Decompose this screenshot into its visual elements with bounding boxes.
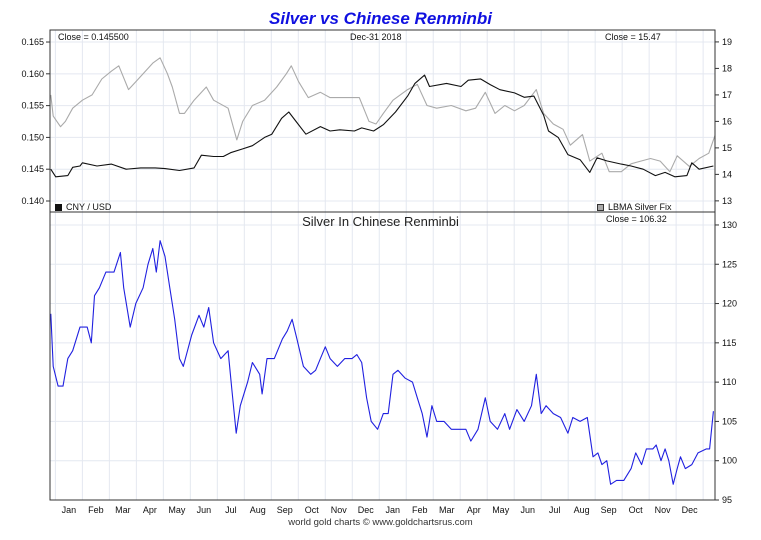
silver-usd-line — [50, 57, 716, 173]
left-axis-tick-label: 0.165 — [21, 37, 44, 47]
legend-silver-label: LBMA Silver Fix — [608, 202, 672, 212]
right-axis-tick-label: 15 — [722, 143, 732, 153]
x-axis-tick-label: Apr — [143, 505, 157, 515]
x-axis-tick-label: Aug — [574, 505, 590, 515]
right-axis-tick-label: 17 — [722, 90, 732, 100]
right-axis-tick-label: 16 — [722, 116, 732, 126]
left-axis-tick-label: 0.150 — [21, 132, 44, 142]
left-axis-tick-label: 0.145 — [21, 164, 44, 174]
left-axis-tick-label: 0.155 — [21, 101, 44, 111]
right-axis-tick-label: 115 — [722, 338, 736, 348]
right-axis-tick-label: 105 — [722, 416, 737, 426]
rmb-close-label: Close = 106.32 — [606, 214, 667, 224]
top-panel-frame — [49, 29, 716, 213]
right-axis-tick-label: 13 — [722, 196, 732, 206]
x-axis-tick-label: Jan — [62, 505, 77, 515]
right-axis-tick-label: 120 — [722, 299, 737, 309]
x-axis-tick-label: Mar — [439, 505, 455, 515]
silver-close-label: Close = 15.47 — [605, 32, 661, 42]
x-axis-tick-label: Sep — [601, 505, 617, 515]
x-axis-tick-label: Dec — [682, 505, 699, 515]
legend-cny: CNY / USD — [55, 202, 111, 212]
x-axis-tick-label: Jun — [520, 505, 535, 515]
x-axis-tick-label: Oct — [305, 505, 320, 515]
lower-panel-title: Silver In Chinese Renminbi — [302, 214, 459, 229]
x-axis-tick-label: Jan — [385, 505, 400, 515]
x-axis-tick-label: Jul — [225, 505, 237, 515]
right-axis-tick-label: 100 — [722, 456, 737, 466]
right-axis-tick-label: 95 — [722, 495, 732, 505]
x-axis-tick-label: May — [492, 505, 510, 515]
x-axis-tick-label: Oct — [629, 505, 644, 515]
chart-title: Silver vs Chinese Renminbi — [269, 9, 492, 28]
x-axis-tick-label: Apr — [467, 505, 481, 515]
left-axis-tick-label: 0.160 — [21, 69, 44, 79]
cny-close-label: Close = 0.145500 — [58, 32, 129, 42]
legend-swatch-cny — [55, 204, 62, 211]
date-label: Dec-31 2018 — [350, 32, 402, 42]
legend-cny-label: CNY / USD — [66, 202, 112, 212]
right-axis-tick-label: 18 — [722, 63, 732, 73]
cny-usd-line — [50, 74, 714, 178]
right-axis-tick-label: 130 — [722, 220, 737, 230]
bottom-panel-frame — [49, 211, 716, 501]
legend-silver: LBMA Silver Fix — [597, 202, 672, 212]
footer-credit: world gold charts © www.goldchartsrus.co… — [288, 517, 473, 528]
x-axis-tick-label: Aug — [250, 505, 266, 515]
x-axis-tick-label: May — [168, 505, 186, 515]
left-axis-tick-label: 0.140 — [21, 196, 44, 206]
right-axis-tick-label: 19 — [722, 37, 732, 47]
x-axis-tick-label: Jul — [549, 505, 561, 515]
right-axis-tick-label: 110 — [722, 377, 736, 387]
legend-swatch-silver — [597, 204, 604, 211]
x-axis-tick-label: Feb — [88, 505, 104, 515]
x-axis-tick-label: Dec — [358, 505, 375, 515]
x-axis-tick-label: Sep — [277, 505, 293, 515]
right-axis-tick-label: 125 — [722, 259, 737, 269]
x-axis-tick-label: Feb — [412, 505, 428, 515]
silver-cny-line — [50, 240, 714, 485]
x-axis-tick-label: Nov — [331, 505, 348, 515]
x-axis-tick-label: Mar — [115, 505, 131, 515]
x-axis-tick-label: Nov — [655, 505, 672, 515]
right-axis-tick-label: 14 — [722, 169, 732, 179]
x-axis-tick-label: Jun — [197, 505, 212, 515]
